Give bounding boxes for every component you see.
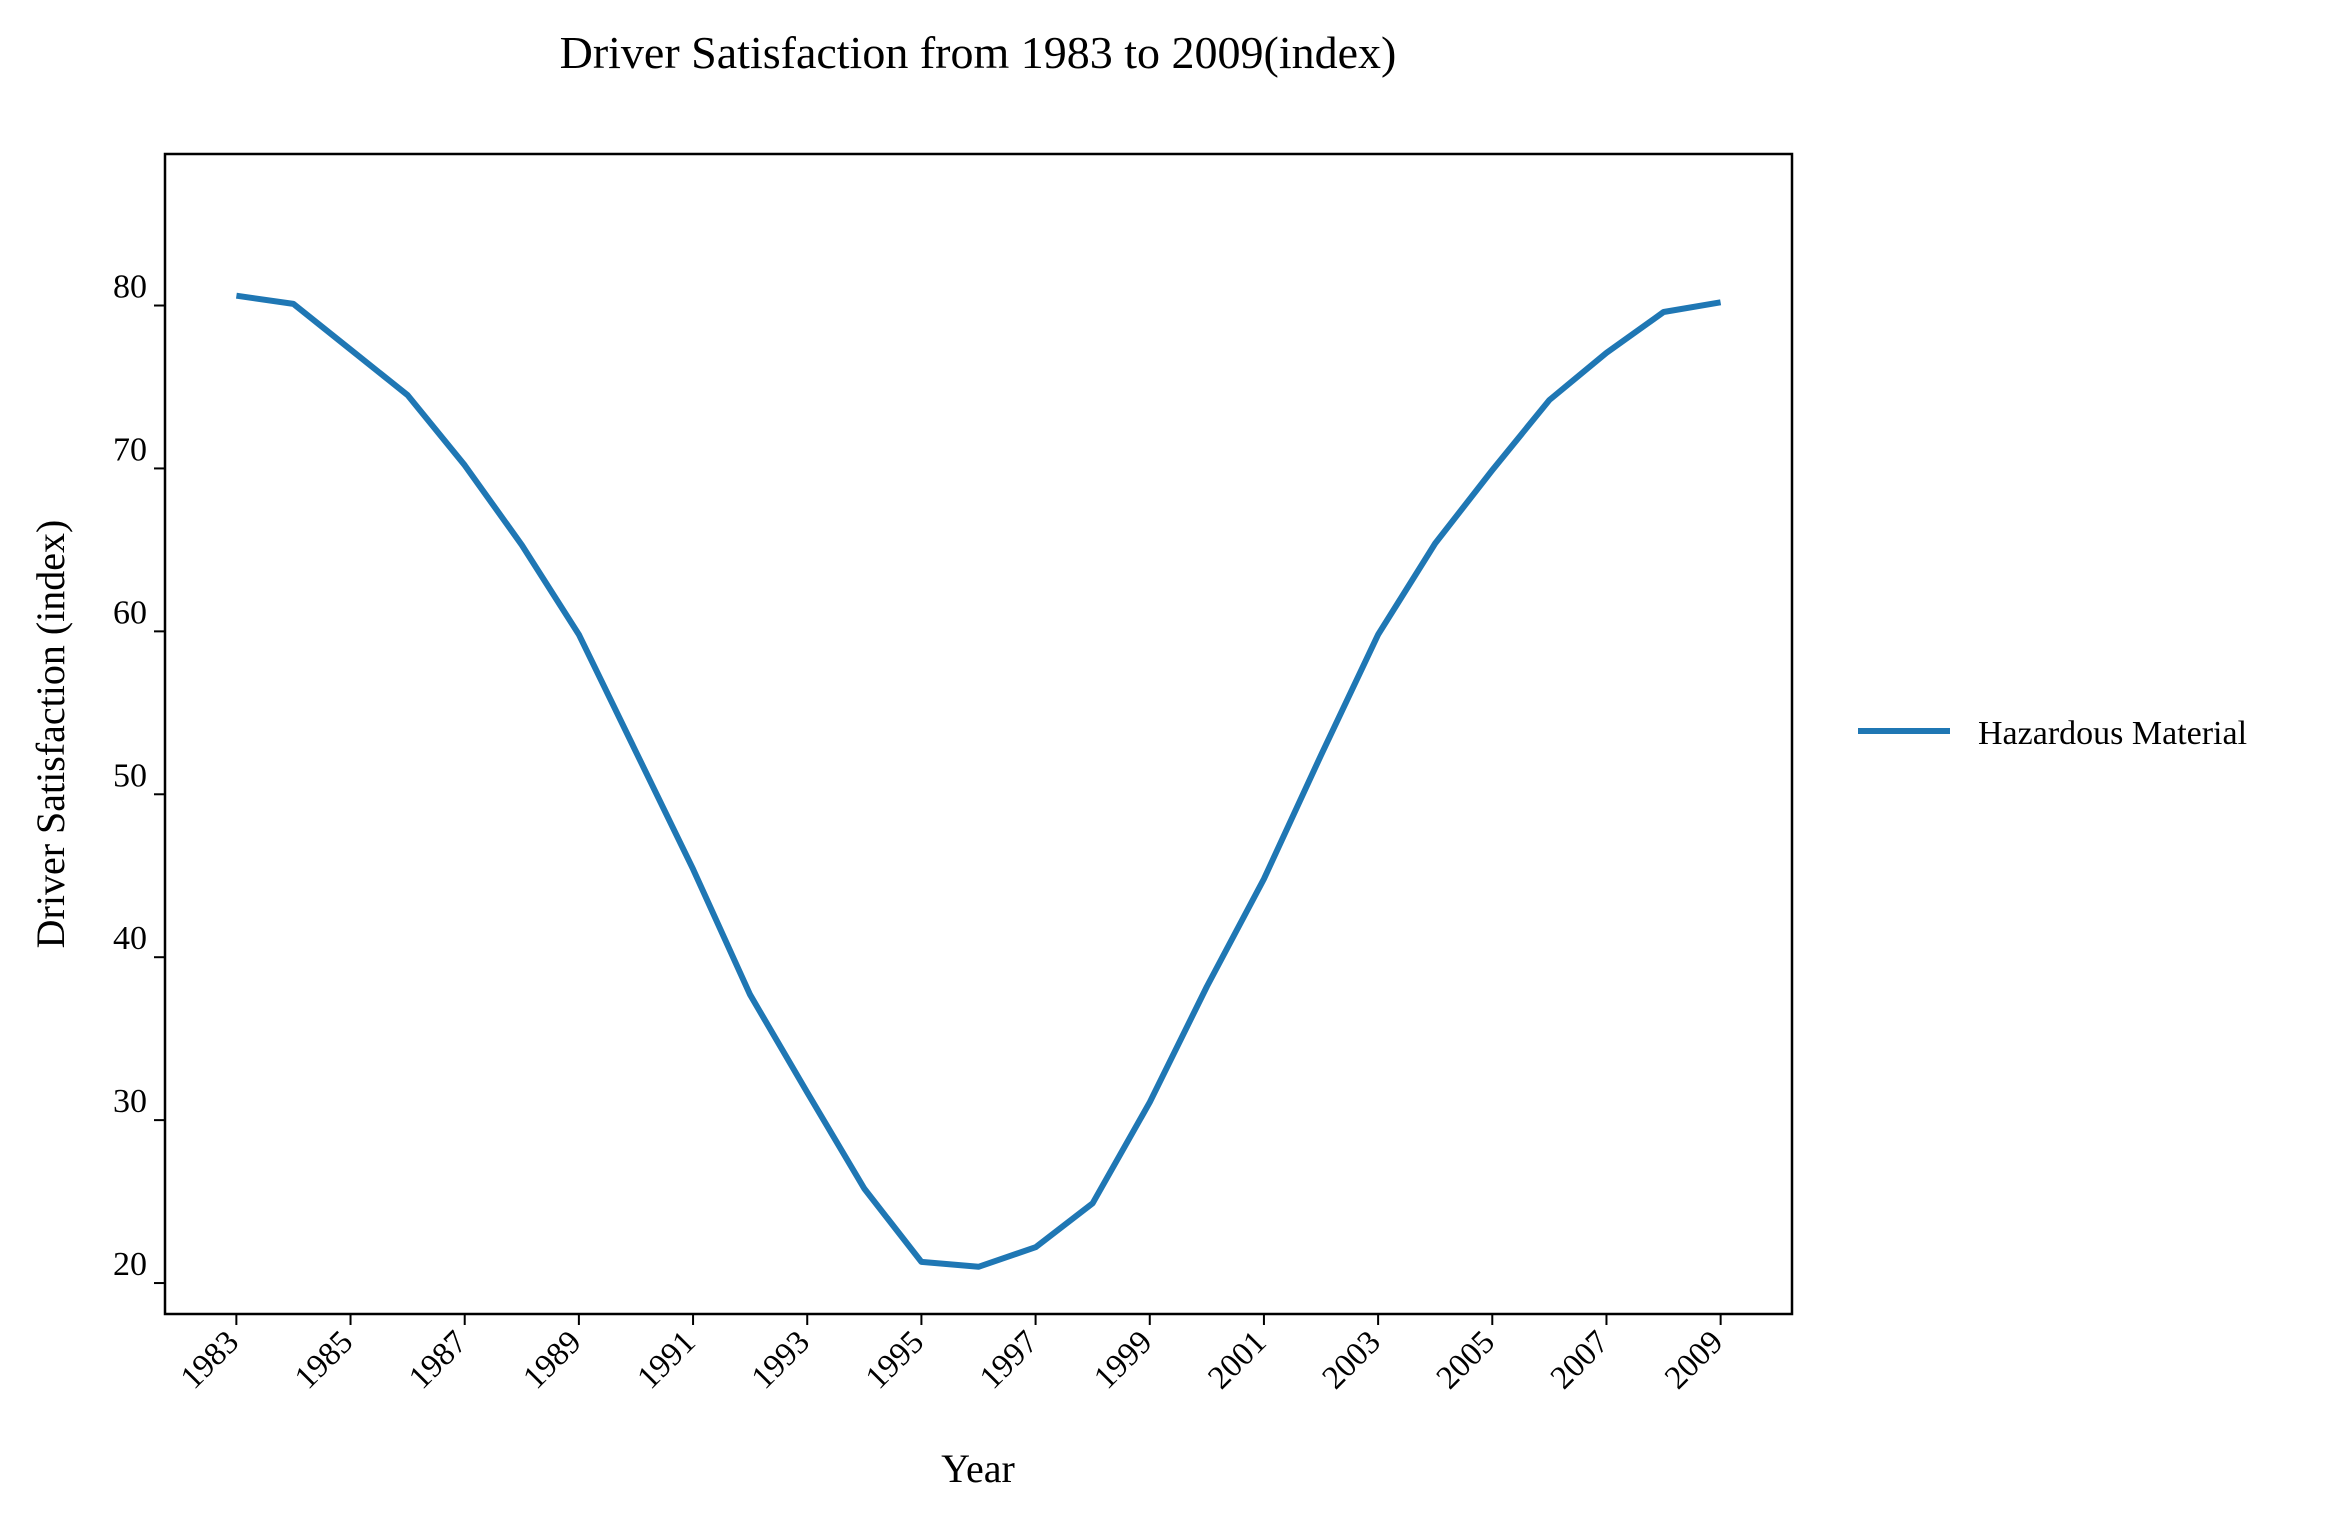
x-tick-label: 1999 — [1087, 1324, 1159, 1396]
y-axis-label: Driver Satisfaction (index) — [28, 520, 73, 949]
y-tick-label: 20 — [113, 1246, 147, 1283]
series-line-hazardous-material — [235, 292, 1722, 1270]
x-tick-label: 1987 — [402, 1324, 474, 1396]
x-tick-label: 2003 — [1316, 1324, 1388, 1396]
y-tick-label: 30 — [113, 1083, 147, 1120]
x-tick-label: 1995 — [859, 1324, 931, 1396]
x-tick-label: 1985 — [288, 1324, 360, 1396]
legend-label-hazardous-material: Hazardous Material — [1978, 715, 2247, 752]
x-tick-label: 1997 — [973, 1324, 1045, 1396]
series-layer — [235, 292, 1722, 1270]
y-tick-label: 50 — [113, 757, 147, 794]
x-tick-label: 2001 — [1201, 1324, 1273, 1396]
legend: Hazardous Material — [1858, 715, 2247, 752]
y-axis: 20 30 40 50 60 70 80 — [113, 269, 165, 1285]
x-tick-label: 2007 — [1544, 1324, 1616, 1396]
y-tick-label: 70 — [113, 431, 147, 468]
x-tick-label: 2009 — [1658, 1324, 1730, 1396]
x-tick-label: 1993 — [745, 1324, 817, 1396]
y-tick-label: 60 — [113, 594, 147, 631]
x-axis-label: Year — [941, 1446, 1015, 1491]
x-axis: 1983 1985 1987 1989 1991 1993 1995 1997 1999 2001… — [174, 1314, 1730, 1396]
x-tick-label: 2005 — [1430, 1324, 1502, 1396]
x-tick-label: 1983 — [174, 1324, 246, 1396]
y-tick-label: 80 — [113, 269, 147, 306]
plot-area — [163, 152, 1794, 1316]
chart-title: Driver Satisfaction from 1983 to 2009(in… — [560, 27, 1397, 78]
x-tick-label: 1989 — [516, 1324, 588, 1396]
x-tick-label: 1991 — [631, 1324, 703, 1396]
y-tick-label: 40 — [113, 920, 147, 957]
